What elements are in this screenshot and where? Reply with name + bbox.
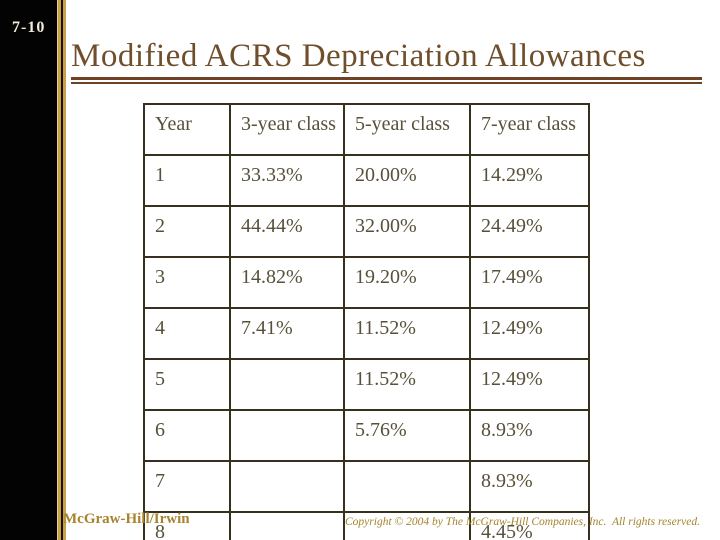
cell-7-year: 24.49% — [469, 205, 590, 258]
cell-7-year: 14.29% — [469, 154, 590, 207]
depreciation-table: Year 3-year class 5-year class 7-year cl… — [143, 103, 590, 540]
col-header-3-year-class: 3-year class — [229, 103, 345, 156]
table-header-row: Year 3-year class 5-year class 7-year cl… — [143, 103, 590, 156]
table-row: 3 14.82% 19.20% 17.49% — [143, 256, 590, 309]
table-row: 6 5.76% 8.93% — [143, 409, 590, 462]
col-header-year: Year — [143, 103, 231, 156]
cell-5-year: 20.00% — [343, 154, 471, 207]
cell-7-year: 17.49% — [469, 256, 590, 309]
cell-3-year — [229, 358, 345, 411]
cell-5-year: 5.76% — [343, 409, 471, 462]
cell-5-year — [343, 511, 471, 540]
cell-3-year — [229, 409, 345, 462]
col-header-5-year-class: 5-year class — [343, 103, 471, 156]
cell-5-year — [343, 460, 471, 513]
cell-3-year: 14.82% — [229, 256, 345, 309]
cell-3-year — [229, 460, 345, 513]
cell-3-year — [229, 511, 345, 540]
cell-7-year: 12.49% — [469, 358, 590, 411]
table-row: 4 7.41% 11.52% 12.49% — [143, 307, 590, 360]
cell-3-year: 7.41% — [229, 307, 345, 360]
vertical-gold-divider — [57, 0, 66, 540]
cell-year: 1 — [143, 154, 231, 207]
cell-5-year: 19.20% — [343, 256, 471, 309]
cell-7-year: 8.93% — [469, 409, 590, 462]
cell-5-year: 32.00% — [343, 205, 471, 258]
title-underline — [71, 77, 702, 84]
slide-number: 7-10 — [12, 19, 46, 36]
sidebar-accent-bar — [0, 0, 57, 540]
cell-year: 6 — [143, 409, 231, 462]
table-row: 2 44.44% 32.00% 24.49% — [143, 205, 590, 258]
col-header-7-year-class: 7-year class — [469, 103, 590, 156]
publisher-brand-text: McGraw-Hill/Irwin — [63, 511, 190, 527]
cell-7-year: 4.45% — [469, 511, 590, 540]
cell-year: 3 — [143, 256, 231, 309]
cell-year: 7 — [143, 460, 231, 513]
cell-7-year: 12.49% — [469, 307, 590, 360]
cell-3-year: 44.44% — [229, 205, 345, 258]
cell-year: 4 — [143, 307, 231, 360]
cell-7-year: 8.93% — [469, 460, 590, 513]
cell-3-year: 33.33% — [229, 154, 345, 207]
table-row: 7 8.93% — [143, 460, 590, 513]
cell-5-year: 11.52% — [343, 358, 471, 411]
copyright-text: Copyright © 2004 by The McGraw-Hill Comp… — [345, 516, 700, 528]
cell-5-year: 11.52% — [343, 307, 471, 360]
table-row: 1 33.33% 20.00% 14.29% — [143, 154, 590, 207]
cell-year: 5 — [143, 358, 231, 411]
cell-year: 8 — [143, 511, 231, 540]
table-row: 8 4.45% — [143, 511, 590, 540]
slide-title: Modified ACRS Depreciation Allowances — [71, 38, 646, 74]
cell-year: 2 — [143, 205, 231, 258]
table-row: 5 11.52% 12.49% — [143, 358, 590, 411]
